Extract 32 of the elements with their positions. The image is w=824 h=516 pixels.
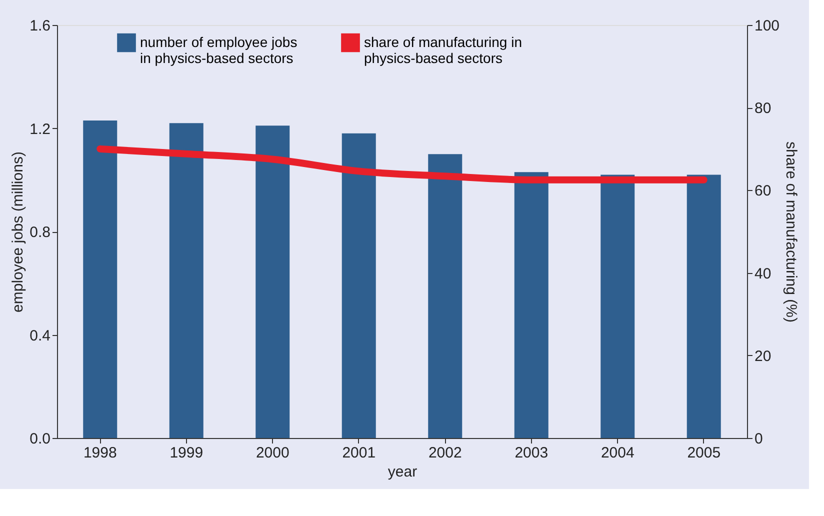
bar bbox=[83, 120, 118, 438]
y2-tick-label: 0 bbox=[754, 430, 763, 448]
y-tick-label: 1.2 bbox=[30, 120, 50, 138]
legend-label: share of manufacturing in physics-based sectors bbox=[364, 34, 522, 66]
bar bbox=[169, 123, 204, 438]
bar bbox=[686, 174, 721, 438]
y2-tick-label: 60 bbox=[754, 182, 772, 200]
x-tick-label: 1999 bbox=[170, 444, 204, 462]
bar bbox=[600, 174, 635, 438]
bar bbox=[342, 133, 376, 438]
x-tick-label: 2001 bbox=[342, 444, 376, 462]
y2-tick-label: 40 bbox=[754, 265, 772, 282]
x-tick-label: 2000 bbox=[256, 444, 290, 462]
y2-tick-label: 100 bbox=[754, 18, 780, 34]
bar bbox=[514, 172, 548, 438]
x-tick-label: 2002 bbox=[428, 444, 462, 462]
y-tick-label: 0.0 bbox=[30, 430, 50, 448]
x-tick-label: 1998 bbox=[83, 444, 117, 462]
x-axis-title: year bbox=[388, 464, 418, 480]
x-tick-label: 2004 bbox=[600, 444, 634, 462]
y-tick-label: 1.6 bbox=[30, 18, 50, 34]
bar bbox=[428, 154, 462, 438]
y-tick-label: 0.8 bbox=[30, 224, 50, 241]
bar bbox=[256, 126, 290, 438]
x-tick-label: 2005 bbox=[687, 444, 721, 462]
y2-axis-title: share of manufacturing (%) bbox=[782, 142, 800, 322]
y-tick-label: 0.4 bbox=[30, 327, 50, 344]
legend-label: number of employee jobs in physics-based sectors bbox=[140, 34, 298, 66]
y2-tick-label: 80 bbox=[754, 100, 772, 118]
y-axis-title: employee jobs (millions) bbox=[10, 152, 27, 312]
x-tick-label: 2003 bbox=[514, 444, 548, 462]
y2-tick-label: 20 bbox=[754, 348, 772, 365]
